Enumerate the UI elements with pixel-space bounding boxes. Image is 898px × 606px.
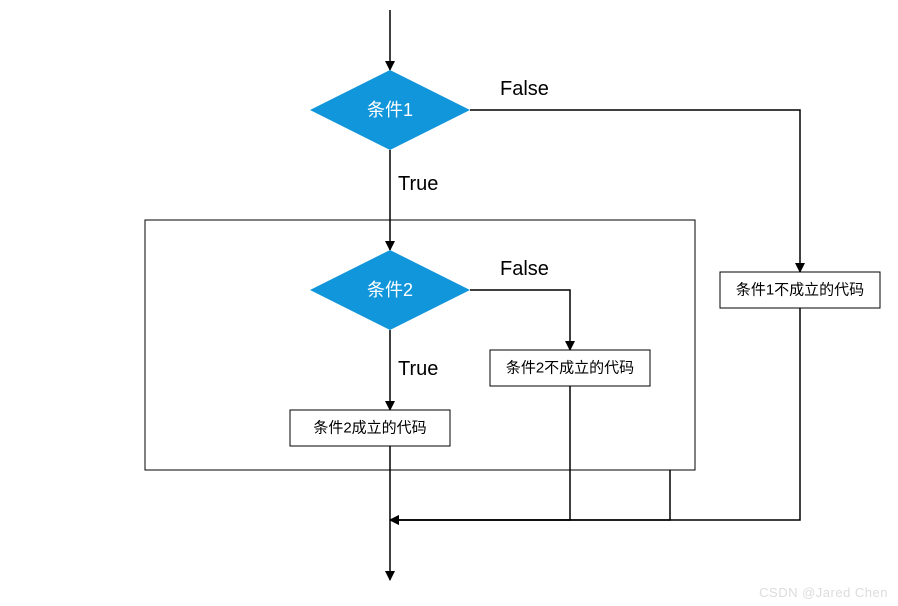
edge-label-cond1-false: False	[500, 78, 549, 100]
decision-cond1-label: 条件1	[367, 100, 413, 120]
flowchart-canvas: True False True False 条件1 条件2 条件2成立的代码 条件2不成立的代…	[0, 0, 898, 606]
edge-cond2-false	[470, 290, 570, 350]
edge-cont-merge	[390, 470, 670, 520]
box-cond2-false-label: 条件2不成立的代码	[506, 360, 634, 377]
box-cond1-false-label: 条件1不成立的代码	[736, 282, 864, 299]
decision-cond2-label: 条件2	[367, 280, 413, 300]
edge-cond1-false	[470, 110, 800, 272]
edge-box2f-merge	[390, 386, 570, 520]
watermark-text: CSDN @Jared Chen	[759, 585, 888, 600]
edge-label-cond2-false: False	[500, 258, 549, 280]
edge-box1f-merge	[390, 308, 800, 520]
box-cond2-true-label: 条件2成立的代码	[313, 420, 426, 437]
edge-label-cond1-true: True	[398, 173, 438, 195]
edge-label-cond2-true: True	[398, 358, 438, 380]
